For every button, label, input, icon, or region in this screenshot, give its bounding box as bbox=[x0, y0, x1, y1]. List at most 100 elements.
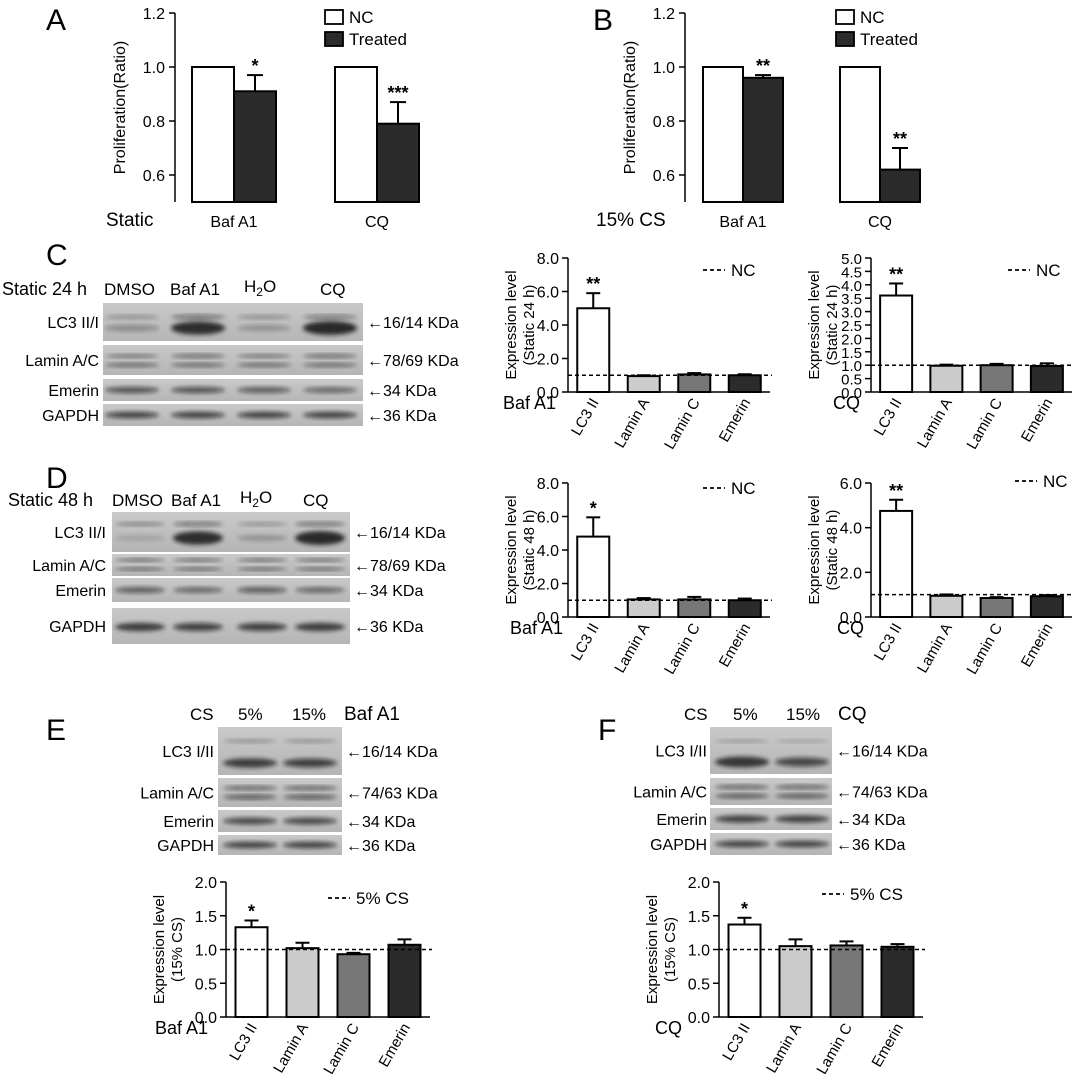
protein-label: Lamin A/C bbox=[25, 353, 99, 370]
y-tick-label: 0.0 bbox=[841, 385, 862, 402]
protein-band bbox=[283, 758, 337, 768]
y-tick-label: 2.0 bbox=[688, 875, 710, 892]
protein-band bbox=[223, 739, 277, 743]
size-marker: ←16/14 KDa bbox=[354, 525, 446, 542]
x-category-label: Emerin bbox=[716, 396, 754, 446]
y-axis-title: Proliferation(Ratio) bbox=[112, 41, 129, 174]
protein-label: Lamin A/C bbox=[32, 558, 106, 575]
y-tick-label: 2.0 bbox=[840, 565, 862, 582]
bar bbox=[979, 597, 1014, 618]
protein-band bbox=[223, 817, 277, 825]
bar bbox=[727, 599, 762, 618]
lane-label-5: 5% bbox=[733, 705, 758, 724]
size-marker: ←34 KDa bbox=[346, 814, 415, 831]
bar bbox=[1029, 595, 1064, 618]
drug-label: CQ bbox=[838, 704, 867, 725]
lane-label-cq: CQ bbox=[303, 491, 329, 510]
protein-band bbox=[105, 363, 159, 367]
protein-band bbox=[283, 817, 337, 825]
protein-band bbox=[237, 324, 291, 332]
protein-band bbox=[295, 622, 345, 632]
lane-label-baf: Baf A1 bbox=[170, 280, 220, 299]
legend-label: 5% CS bbox=[850, 885, 903, 904]
bar bbox=[234, 926, 269, 1018]
size-marker: ←16/14 KDa bbox=[346, 744, 438, 761]
bar bbox=[626, 598, 661, 618]
size-marker: ←78/69 KDa bbox=[354, 558, 446, 575]
protein-band bbox=[171, 321, 225, 335]
protein-band bbox=[171, 314, 225, 320]
protein-band bbox=[715, 756, 769, 768]
protein-band bbox=[283, 786, 337, 790]
y-tick-label: 0.6 bbox=[653, 168, 675, 185]
y-tick-label: 0.5 bbox=[841, 372, 862, 389]
treatment-label: Baf A1 bbox=[510, 618, 563, 638]
y-tick-label: 1.2 bbox=[143, 6, 165, 23]
size-marker: ←36 KDa bbox=[836, 837, 905, 854]
size-marker: ←74/63 KDa bbox=[836, 785, 928, 802]
proliferation-chart-b: 0.6 0.8 1.0 1.2 Proliferation(Ratio) ** Baf A1… bbox=[622, 6, 921, 231]
x-category-label: Baf A1 bbox=[210, 214, 257, 231]
y-tick-label: 1.0 bbox=[653, 60, 675, 77]
bar-treated bbox=[233, 90, 277, 203]
protein-band bbox=[105, 386, 159, 394]
legend-label: Treated bbox=[349, 30, 407, 49]
size-marker: ←16/14 KDa bbox=[367, 315, 459, 332]
blot-strip bbox=[218, 778, 342, 807]
protein-band bbox=[283, 739, 337, 743]
blot-strip bbox=[103, 404, 363, 426]
y-tick-label: 2.0 bbox=[537, 577, 559, 594]
panel-b-chart: 15% CS 0.6 0.8 1.0 1.2 Proliferation(Ratio) *… bbox=[596, 6, 921, 231]
protein-band bbox=[303, 411, 357, 419]
significance-mark: * bbox=[590, 498, 597, 518]
protein-band bbox=[295, 567, 345, 571]
y-tick-label: 0.5 bbox=[195, 976, 217, 993]
protein-band bbox=[237, 623, 287, 631]
y-tick-label: 0.0 bbox=[688, 1010, 710, 1027]
protein-band bbox=[223, 841, 277, 849]
bar bbox=[336, 953, 371, 1018]
y-axis-title: Expression level bbox=[503, 270, 520, 379]
treatment-label: CQ bbox=[833, 393, 860, 413]
y-axis-title: Proliferation(Ratio) bbox=[622, 41, 639, 174]
bar bbox=[979, 364, 1014, 394]
x-category-label: Lamin A bbox=[914, 621, 956, 676]
y-axis-title: (15% CS) bbox=[662, 917, 679, 982]
significance-mark: ** bbox=[889, 264, 903, 284]
x-category-label: Lamin C bbox=[963, 620, 1006, 677]
x-category-label: CQ bbox=[365, 214, 389, 231]
protein-band bbox=[775, 739, 829, 743]
protein-band bbox=[715, 840, 769, 848]
y-tick-label: 2.0 bbox=[537, 352, 559, 369]
protein-band bbox=[173, 558, 223, 562]
y-tick-label: 4.0 bbox=[841, 278, 862, 295]
legend-swatch bbox=[835, 31, 855, 47]
lane-label-15: 15% bbox=[786, 705, 820, 724]
protein-band bbox=[237, 411, 291, 419]
panel-e-blot: CS 5% 15% Baf A1 LC3 I/II ←16/14 KDa Lamin… bbox=[140, 704, 438, 855]
size-marker: ←36 KDa bbox=[346, 838, 415, 855]
bar-nc bbox=[702, 66, 744, 203]
y-axis-title: Expression level bbox=[806, 270, 823, 379]
lane-label-h2o: H2O bbox=[240, 488, 272, 510]
bar bbox=[880, 945, 915, 1018]
condition-label-b: 15% CS bbox=[596, 210, 666, 231]
y-axis-title: (Static 24 h) bbox=[824, 285, 841, 366]
x-category-label: LC3 II bbox=[871, 621, 906, 664]
size-marker: ←74/63 KDa bbox=[346, 786, 438, 803]
bar bbox=[829, 944, 864, 1019]
blot-strip bbox=[710, 727, 832, 774]
protein-band bbox=[303, 363, 357, 367]
legend-label: NC bbox=[349, 8, 374, 27]
y-tick-label: 1.5 bbox=[841, 345, 862, 362]
protein-band bbox=[715, 793, 769, 799]
y-tick-label: 4.0 bbox=[840, 521, 862, 538]
lane-label-h2o: H2O bbox=[244, 277, 276, 299]
protein-band bbox=[115, 558, 165, 562]
bar bbox=[929, 594, 964, 618]
protein-band bbox=[775, 785, 829, 789]
protein-band bbox=[775, 840, 829, 848]
protein-band bbox=[303, 315, 357, 319]
size-marker: ←16/14 KDa bbox=[836, 744, 928, 761]
